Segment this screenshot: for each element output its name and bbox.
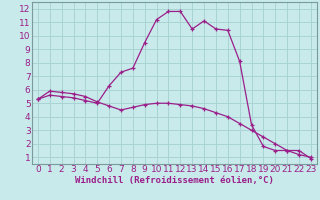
X-axis label: Windchill (Refroidissement éolien,°C): Windchill (Refroidissement éolien,°C)	[75, 176, 274, 185]
